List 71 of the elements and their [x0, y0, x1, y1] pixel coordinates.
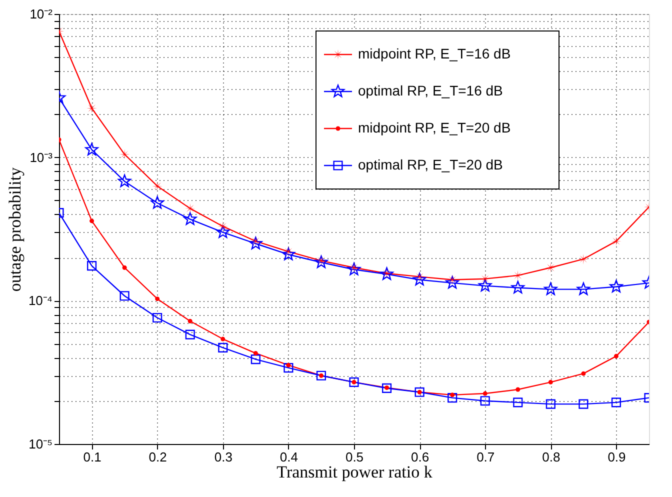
- point: [576, 282, 590, 296]
- point: [548, 380, 553, 384]
- point: [120, 291, 130, 301]
- point: [155, 296, 160, 302]
- legend-label: midpoint RP, E_T=20 dB: [358, 120, 511, 136]
- point: [448, 393, 458, 403]
- legend-label: midpoint RP, E_T=16 dB: [358, 46, 511, 62]
- point: [250, 354, 260, 364]
- point: [86, 103, 98, 114]
- x-tick-label: 0.6: [411, 450, 430, 464]
- x-tick-label: 0.2: [148, 450, 167, 464]
- point: [314, 255, 328, 268]
- x-tick-label: 0.9: [608, 450, 626, 464]
- point: [512, 270, 524, 281]
- point: [414, 387, 424, 397]
- point: [480, 396, 490, 406]
- point: [513, 398, 523, 408]
- point: [614, 354, 618, 358]
- point: [86, 261, 97, 271]
- point: [85, 142, 98, 156]
- point: [478, 278, 492, 292]
- point: [581, 371, 586, 376]
- point: [610, 236, 622, 246]
- point: [511, 280, 525, 294]
- point: [516, 387, 520, 392]
- x-tick-label: 0.7: [476, 450, 495, 464]
- y-tick-label: 10⁻⁴: [28, 293, 52, 308]
- point: [218, 342, 228, 352]
- point: [216, 225, 230, 238]
- legend-label: optimal RP, E_T=20 dB: [358, 156, 503, 172]
- y-axis-title: outage probability: [5, 166, 24, 292]
- x-axis-title: Transmit power ratio k: [276, 462, 433, 482]
- point: [152, 180, 163, 192]
- point: [185, 330, 195, 340]
- point: [544, 282, 558, 296]
- point: [611, 398, 622, 408]
- point: [188, 318, 192, 324]
- x-tick-label: 0.4: [280, 450, 298, 464]
- point: [545, 262, 556, 273]
- x-tick-label: 0.3: [214, 450, 232, 464]
- point: [412, 272, 426, 286]
- point: [286, 362, 291, 368]
- point: [282, 248, 296, 260]
- y-tick-label: 10⁻³: [30, 150, 54, 165]
- point: [349, 377, 359, 387]
- point: [253, 350, 258, 356]
- x-tick-label: 0.1: [83, 450, 102, 464]
- point: [382, 383, 392, 394]
- point: [578, 399, 588, 409]
- point: [610, 280, 623, 292]
- point: [90, 218, 94, 224]
- point: [118, 174, 132, 188]
- point: [183, 212, 197, 225]
- point: [220, 336, 226, 342]
- point: [546, 399, 556, 409]
- legend-label: optimal RP, E_T=16 dB: [358, 82, 503, 98]
- point: [150, 196, 164, 209]
- point: [316, 370, 326, 380]
- point: [446, 276, 459, 289]
- y-tick-label: 10⁻⁵: [28, 436, 52, 452]
- point: [347, 262, 361, 276]
- point: [184, 203, 196, 214]
- point: [284, 363, 294, 373]
- x-tick-label: 0.5: [345, 450, 364, 464]
- point: [152, 312, 162, 323]
- point: [122, 265, 127, 270]
- point: [249, 236, 262, 250]
- point: [482, 391, 488, 396]
- x-tick-label: 0.8: [542, 450, 560, 464]
- y-tick-label: 10⁻²: [30, 6, 54, 22]
- point: [450, 392, 455, 398]
